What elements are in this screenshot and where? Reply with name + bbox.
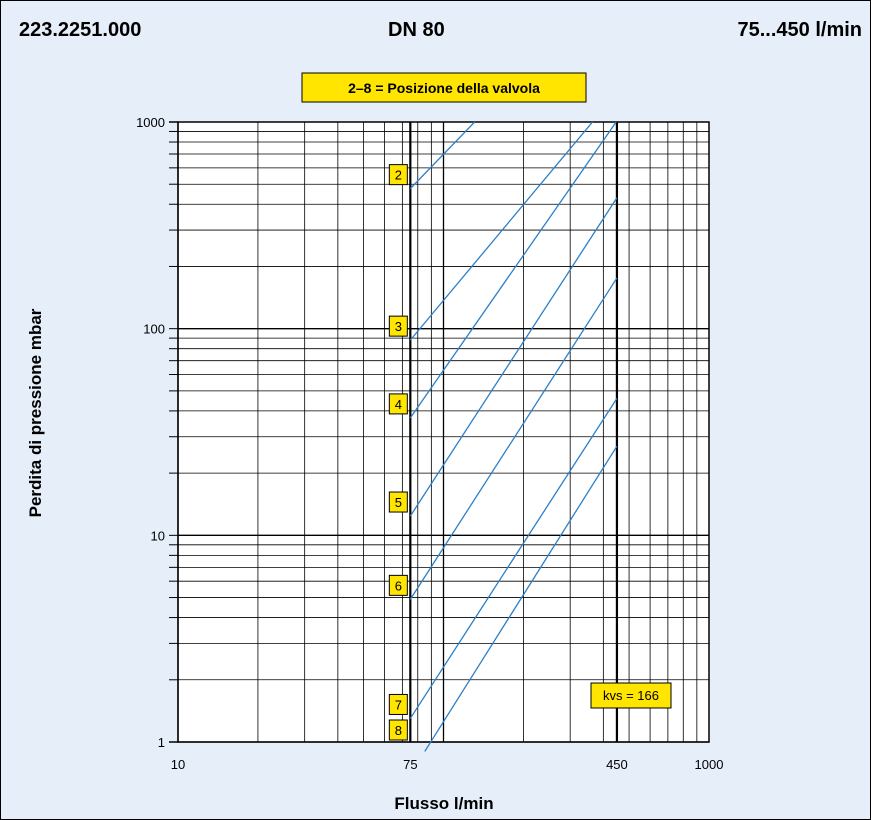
valve-lines [409,121,618,752]
y-tick-label: 100 [143,322,165,337]
valve-label-5: 5 [395,495,402,510]
nominal-size: DN 80 [388,19,445,41]
valve-label-box-4 [388,393,408,415]
valve-line-5 [409,197,618,517]
valve-label-4: 4 [395,397,402,412]
valve-label-box-8 [388,719,408,741]
valve-label-2: 2 [395,168,402,183]
y-tick-label: 1 [158,735,165,750]
article-number: 223.2251.000 [19,19,142,41]
x-tick-label: 450 [606,757,628,772]
kvs-box [590,682,672,709]
valve-line-2 [409,121,476,190]
grid [169,121,710,743]
title-box [301,72,587,103]
valve-line-7 [409,398,618,719]
valve-line-8 [424,445,618,752]
flow-range: 75...450 l/min [737,19,862,41]
valve-label-6: 6 [395,578,402,593]
x-tick-label: 75 [403,757,417,772]
y-tick-label: 10 [151,528,165,543]
kvs-annotation: kvs = 166 [603,688,659,703]
valve-label-box-3 [388,315,408,337]
valve-line-6 [409,277,618,600]
valve-label-8: 8 [395,723,402,738]
valve-line-3 [409,121,593,341]
y-axis-title: Perdita di pressione mbar [26,308,45,517]
x-tick-label: 1000 [695,757,724,772]
y-tick-label: 1000 [136,115,165,130]
valve-line-4 [409,121,617,419]
valve-label-box-5 [388,491,408,513]
valve-label-box-6 [388,574,408,596]
chart-title: 2–8 = Posizione della valvola [348,80,540,96]
valve-label-7: 7 [395,697,402,712]
valve-labels: 2 3 4 5 6 7 8 [388,164,408,741]
plot-frame [177,121,710,743]
valve-label-box-7 [388,693,408,715]
valve-label-3: 3 [395,319,402,334]
x-axis-title: Flusso l/min [394,794,493,813]
x-tick-label: 10 [171,757,185,772]
valve-label-box-2 [388,164,408,186]
